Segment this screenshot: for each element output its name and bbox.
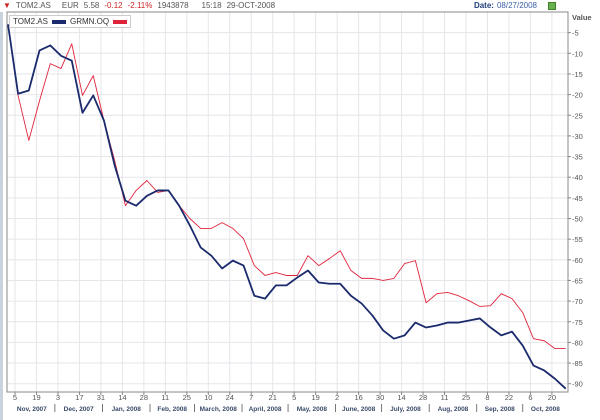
selected-date[interactable]: 08/27/2008	[496, 1, 537, 10]
month-label: July, 2008	[390, 406, 421, 413]
x-tick-label: 17	[75, 393, 83, 402]
x-tick-label: 11	[161, 393, 169, 402]
quote-date: 29-OCT-2008	[226, 1, 276, 10]
y-tick-label: -5	[572, 29, 579, 38]
x-tick-label: 2	[335, 393, 339, 402]
plot-border	[6, 11, 569, 393]
symbol: TOM2.AS	[15, 1, 51, 10]
x-tick-label: 16	[354, 393, 362, 402]
x-tick-label: 6	[528, 393, 532, 402]
change-pct: -2.11%	[127, 1, 153, 10]
y-tick-label: -65	[572, 276, 583, 285]
triangle-down-icon[interactable]: ▼	[3, 1, 11, 10]
y-tick-label: -30	[572, 132, 583, 141]
month-label: Dec, 2007	[64, 406, 94, 413]
y-tick-label: -10	[572, 49, 583, 58]
series-line-grmnoq	[7, 24, 566, 350]
y-axis-label: Value	[572, 13, 592, 22]
y-tick-label: -80	[572, 338, 583, 347]
y-tick-label: -20	[572, 91, 583, 100]
quote-header: ▼ TOM2.AS EUR 5.58 -0.12 -2.11% 1943878 …	[0, 0, 600, 12]
x-tick-label: 24	[226, 393, 234, 402]
month-label: June, 2008	[342, 406, 376, 413]
y-tick-label: -35	[572, 153, 583, 162]
left-scrollbar	[0, 12, 3, 420]
series-line-tom2as	[7, 24, 567, 390]
month-label: Jan, 2008	[112, 406, 142, 413]
x-tick-label: 7	[249, 393, 253, 402]
y-tick-label: -85	[572, 359, 583, 368]
month-label: Sep, 2008	[485, 406, 515, 413]
x-tick-label: 25	[183, 393, 191, 402]
y-tick-label: -90	[572, 380, 583, 389]
change: -0.12	[104, 1, 123, 10]
y-tick-label: -60	[572, 256, 583, 265]
y-tick-label: -45	[572, 194, 583, 203]
y-tick-label: -55	[572, 235, 583, 244]
x-tick-label: 19	[311, 393, 319, 402]
x-tick-label: 3	[56, 393, 60, 402]
y-tick-label: -40	[572, 173, 583, 182]
y-tick-label: -50	[572, 215, 583, 224]
legend: TOM2.AS GRMN.OQ	[9, 15, 132, 28]
excel-export-icon[interactable]	[548, 1, 556, 10]
month-label: April, 2008	[249, 406, 282, 413]
currency: EUR	[61, 1, 79, 10]
legend-label-grmn: GRMN.OQ	[69, 17, 110, 26]
x-tick-label: 5	[292, 393, 296, 402]
y-tick-label: -70	[572, 297, 583, 306]
month-label: Nov, 2007	[17, 406, 47, 413]
x-tick-label: 30	[376, 393, 384, 402]
x-tick-label: 25	[462, 393, 470, 402]
month-label: Feb, 2008	[157, 406, 187, 413]
price: 5.58	[83, 1, 100, 10]
x-tick-label: 28	[140, 393, 148, 402]
x-tick-label: 10	[204, 393, 212, 402]
x-tick-label: 28	[419, 393, 427, 402]
x-tick-label: 14	[397, 393, 405, 402]
x-tick-label: 21	[269, 393, 277, 402]
volume: 1943878	[157, 1, 189, 10]
x-tick-label: 14	[118, 393, 126, 402]
date-selector: Date: 08/27/2008	[474, 1, 556, 10]
legend-swatch-grmn	[113, 19, 128, 24]
x-tick-label: 31	[97, 393, 105, 402]
y-tick-label: -15	[572, 70, 583, 79]
month-label: Aug, 2008	[438, 406, 469, 413]
legend-label-tom2: TOM2.AS	[13, 17, 48, 26]
date-label: Date:	[473, 1, 494, 10]
x-tick-label: 5	[13, 393, 17, 402]
time: 15:18	[201, 1, 222, 10]
x-tick-label: 19	[32, 393, 40, 402]
x-tick-label: 22	[505, 393, 513, 402]
y-tick-label: -75	[572, 318, 583, 327]
x-tick-label: 11	[441, 393, 449, 402]
y-tick-label: -25	[572, 111, 583, 120]
quote-summary: ▼ TOM2.AS EUR 5.58 -0.12 -2.11% 1943878 …	[3, 1, 275, 10]
x-tick-label: 8	[485, 393, 489, 402]
month-label: Oct, 2008	[531, 406, 560, 413]
month-label: March, 2008	[200, 406, 238, 413]
month-label: May, 2008	[297, 406, 328, 413]
x-tick-label: 20	[548, 393, 556, 402]
legend-swatch-tom2	[51, 19, 66, 24]
